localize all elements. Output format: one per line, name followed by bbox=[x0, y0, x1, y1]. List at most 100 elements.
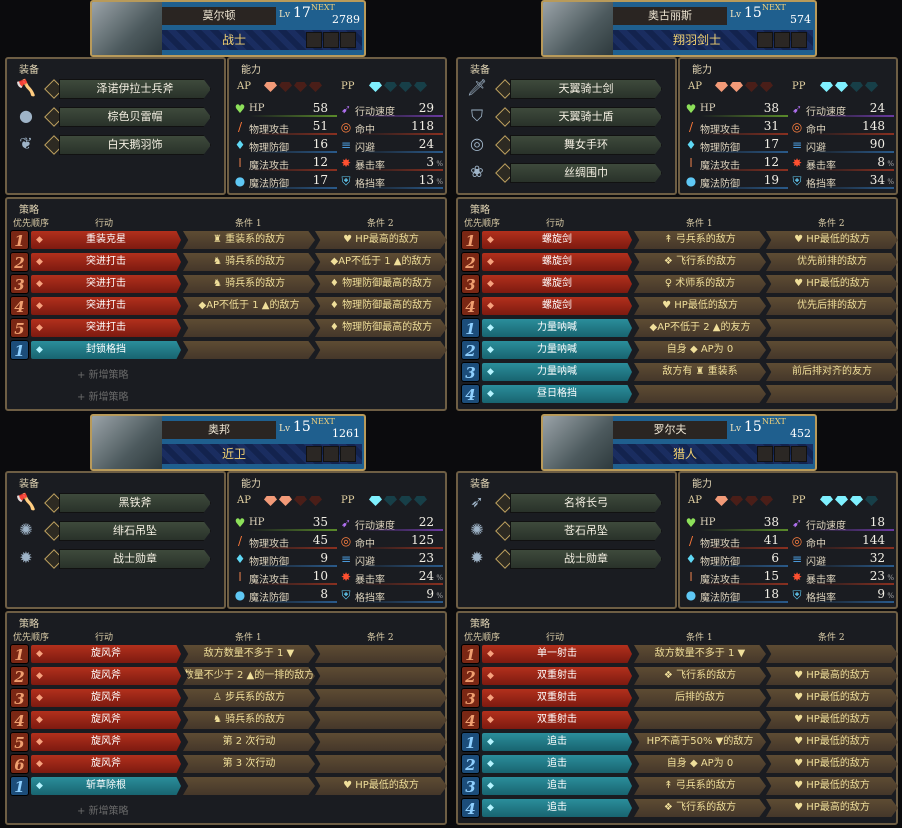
character-header[interactable]: 奥古丽斯 Lv 15 NEXT 574 翔羽剑士 bbox=[541, 0, 817, 57]
condition-1[interactable] bbox=[634, 385, 766, 403]
condition-2[interactable]: ♥ HP最低的敌方 bbox=[766, 231, 898, 249]
condition-2[interactable]: ♦ 物理防御最高的敌方 bbox=[315, 275, 447, 293]
strategy-row[interactable]: 4 ◆ 追击 ❖ 飞行系的敌方 ♥ HP最高的敌方 bbox=[461, 798, 898, 818]
condition-2[interactable] bbox=[315, 711, 447, 729]
strategy-row[interactable]: 1 ◆ 重装克星 ♜ 重装系的敌方 ♥ HP最高的敌方 bbox=[10, 230, 447, 250]
condition-1[interactable]: ♞ 骑兵系的敌方 bbox=[183, 711, 315, 729]
condition-2[interactable]: ♥ HP最低的敌方 bbox=[766, 755, 898, 773]
equipment-item[interactable]: ✹ 战士勋章 bbox=[462, 547, 672, 571]
condition-2[interactable] bbox=[315, 733, 447, 751]
condition-2[interactable]: ♥ HP最高的敌方 bbox=[315, 231, 447, 249]
strategy-row[interactable]: 2 ◆ 双重射击 ❖ 飞行系的敌方 ♥ HP最高的敌方 bbox=[461, 666, 898, 686]
action-button[interactable]: ◆ 旋风斧 bbox=[31, 711, 181, 729]
action-button[interactable]: ◆ 力量呐喊 bbox=[482, 319, 632, 337]
condition-2[interactable]: 优先后排的敌方 bbox=[766, 297, 898, 315]
action-button[interactable]: ◆ 突进打击 bbox=[31, 319, 181, 337]
equipment-name[interactable]: 名将长弓 bbox=[510, 493, 662, 513]
strategy-row[interactable]: 3 ◆ 螺旋剑 ♀ 术师系的敌方 ♥ HP最低的敌方 bbox=[461, 274, 898, 294]
action-button[interactable]: ◆ 螺旋剑 bbox=[482, 275, 632, 293]
action-button[interactable]: ◆ 旋风斧 bbox=[31, 645, 181, 663]
strategy-row[interactable]: 6 ◆ 旋风斧 第 3 次行动 bbox=[10, 754, 447, 774]
action-button[interactable]: ◆ 斩草除根 bbox=[31, 777, 181, 795]
condition-1[interactable] bbox=[183, 341, 315, 359]
condition-1[interactable] bbox=[634, 711, 766, 729]
equipment-item[interactable]: ✺ 苍石吊坠 bbox=[462, 519, 672, 543]
condition-1[interactable]: 敌方数量不多于 1 ▼ bbox=[634, 645, 766, 663]
action-button[interactable]: ◆ 力量呐喊 bbox=[482, 341, 632, 359]
equipment-item[interactable]: 🪓 黑铁斧 bbox=[11, 491, 221, 515]
equipment-item[interactable]: ✺ 绯石吊坠 bbox=[11, 519, 221, 543]
condition-2[interactable]: ♥ HP最低的敌方 bbox=[766, 733, 898, 751]
condition-2[interactable]: 前后排对齐的友方 bbox=[766, 363, 898, 381]
add-strategy-button[interactable]: + 新增策略 bbox=[77, 392, 129, 403]
condition-1[interactable]: ◆AP不低于 1 ▲的敌方 bbox=[183, 297, 315, 315]
condition-2[interactable] bbox=[315, 667, 447, 685]
equipment-item[interactable]: ❦ 白天鹅羽饰 bbox=[11, 133, 221, 157]
action-button[interactable]: ◆ 螺旋剑 bbox=[482, 231, 632, 249]
character-header[interactable]: 奥邦 Lv 15 NEXT 1261 近卫 bbox=[90, 414, 366, 471]
condition-2[interactable] bbox=[315, 341, 447, 359]
strategy-row[interactable]: 1 ◆ 螺旋剑 ↟ 弓兵系的敌方 ♥ HP最低的敌方 bbox=[461, 230, 898, 250]
equipment-name[interactable]: 黑铁斧 bbox=[59, 493, 211, 513]
condition-2[interactable] bbox=[315, 755, 447, 773]
condition-1[interactable]: ❖ 飞行系的敌方 bbox=[634, 799, 766, 817]
action-button[interactable]: ◆ 旋风斧 bbox=[31, 733, 181, 751]
condition-1[interactable]: 自身 ◆ AP为 0 bbox=[634, 755, 766, 773]
strategy-row[interactable]: 4 ◆ 旋风斧 ♞ 骑兵系的敌方 bbox=[10, 710, 447, 730]
condition-1[interactable]: 后排的敌方 bbox=[634, 689, 766, 707]
strategy-row[interactable]: 1 ◆ 单一射击 敌方数量不多于 1 ▼ bbox=[461, 644, 898, 664]
strategy-row[interactable]: 2 ◆ 螺旋剑 ❖ 飞行系的敌方 优先前排的敌方 bbox=[461, 252, 898, 272]
condition-2[interactable]: ♦ 物理防御最高的敌方 bbox=[315, 297, 447, 315]
condition-1[interactable] bbox=[183, 777, 315, 795]
strategy-row[interactable]: 1 ◆ 封锁格挡 bbox=[10, 340, 447, 360]
condition-2[interactable] bbox=[766, 385, 898, 403]
equipment-name[interactable]: 天翼骑士盾 bbox=[510, 107, 662, 127]
strategy-row[interactable]: 2 ◆ 力量呐喊 自身 ◆ AP为 0 bbox=[461, 340, 898, 360]
action-button[interactable]: ◆ 追击 bbox=[482, 733, 632, 751]
condition-1[interactable]: ❖ 飞行系的敌方 bbox=[634, 253, 766, 271]
condition-1[interactable]: ♥ HP最低的敌方 bbox=[634, 297, 766, 315]
action-button[interactable]: ◆ 封锁格挡 bbox=[31, 341, 181, 359]
action-button[interactable]: ◆ 追击 bbox=[482, 755, 632, 773]
strategy-row[interactable]: 3 ◆ 双重射击 后排的敌方 ♥ HP最低的敌方 bbox=[461, 688, 898, 708]
condition-1[interactable]: ◆AP不低于 2 ▲的友方 bbox=[634, 319, 766, 337]
equipment-name[interactable]: 泽诺伊拉士兵斧 bbox=[59, 79, 211, 99]
equipment-item[interactable]: ◎ 舞女手环 bbox=[462, 133, 672, 157]
equipment-name[interactable]: 战士勋章 bbox=[510, 549, 662, 569]
action-button[interactable]: ◆ 突进打击 bbox=[31, 297, 181, 315]
equipment-name[interactable]: 战士勋章 bbox=[59, 549, 211, 569]
strategy-row[interactable]: 4 ◆ 螺旋剑 ♥ HP最低的敌方 优先后排的敌方 bbox=[461, 296, 898, 316]
equipment-item[interactable]: ✹ 战士勋章 bbox=[11, 547, 221, 571]
action-button[interactable]: ◆ 旋风斧 bbox=[31, 667, 181, 685]
condition-2[interactable] bbox=[766, 645, 898, 663]
action-button[interactable]: ◆ 昼日格挡 bbox=[482, 385, 632, 403]
equipment-name[interactable]: 绯石吊坠 bbox=[59, 521, 211, 541]
condition-1[interactable]: ♜ 重装系的敌方 bbox=[183, 231, 315, 249]
condition-1[interactable]: ↟ 弓兵系的敌方 bbox=[634, 231, 766, 249]
strategy-row[interactable]: 2 ◆ 突进打击 ♞ 骑兵系的敌方 ◆AP不低于 1 ▲的敌方 bbox=[10, 252, 447, 272]
condition-2[interactable]: 优先前排的敌方 bbox=[766, 253, 898, 271]
character-header[interactable]: 莫尔顿 Lv 17 NEXT 2789 战士 bbox=[90, 0, 366, 57]
condition-2[interactable] bbox=[766, 341, 898, 359]
condition-2[interactable]: ♥ HP最低的敌方 bbox=[766, 777, 898, 795]
condition-1[interactable]: 自身 ◆ AP为 0 bbox=[634, 341, 766, 359]
action-button[interactable]: ◆ 双重射击 bbox=[482, 689, 632, 707]
strategy-row[interactable]: 5 ◆ 突进打击 ♦ 物理防御最高的敌方 bbox=[10, 318, 447, 338]
action-button[interactable]: ◆ 旋风斧 bbox=[31, 689, 181, 707]
action-button[interactable]: ◆ 螺旋剑 bbox=[482, 297, 632, 315]
action-button[interactable]: ◆ 力量呐喊 bbox=[482, 363, 632, 381]
action-button[interactable]: ◆ 双重射击 bbox=[482, 711, 632, 729]
condition-1[interactable]: 敌方有 ♜ 重装系 bbox=[634, 363, 766, 381]
condition-1[interactable]: ♙ 步兵系的敌方 bbox=[183, 689, 315, 707]
equipment-name[interactable]: 舞女手环 bbox=[510, 135, 662, 155]
character-header[interactable]: 罗尔夫 Lv 15 NEXT 452 猎人 bbox=[541, 414, 817, 471]
condition-2[interactable] bbox=[315, 645, 447, 663]
condition-2[interactable]: ♥ HP最低的敌方 bbox=[766, 711, 898, 729]
action-button[interactable]: ◆ 突进打击 bbox=[31, 253, 181, 271]
strategy-row[interactable]: 4 ◆ 昼日格挡 bbox=[461, 384, 898, 404]
action-button[interactable]: ◆ 螺旋剑 bbox=[482, 253, 632, 271]
equipment-name[interactable]: 棕色贝雷帽 bbox=[59, 107, 211, 127]
condition-2[interactable]: ♥ HP最低的敌方 bbox=[315, 777, 447, 795]
strategy-row[interactable]: 3 ◆ 追击 ↟ 弓兵系的敌方 ♥ HP最低的敌方 bbox=[461, 776, 898, 796]
condition-1[interactable]: ❖ 飞行系的敌方 bbox=[634, 667, 766, 685]
